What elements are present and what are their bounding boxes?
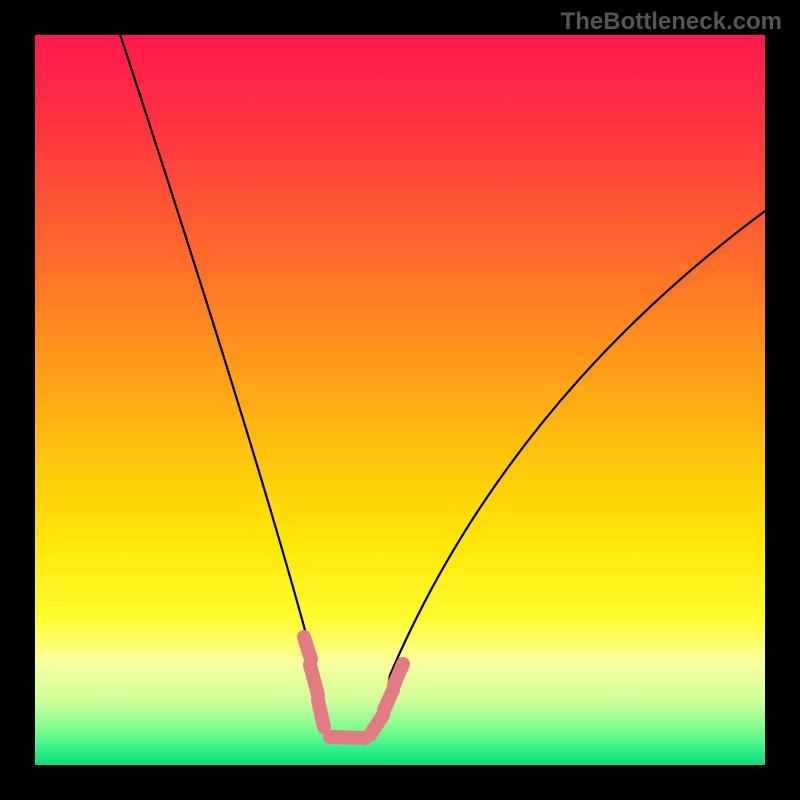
chart-plot-area — [35, 35, 765, 765]
highlight-segment — [370, 715, 383, 735]
highlight-segment — [318, 700, 324, 727]
highlight-segment — [394, 664, 403, 685]
watermark-text: TheBottleneck.com — [561, 8, 782, 36]
highlight-segment — [304, 637, 311, 659]
bottleneck-curve — [117, 35, 765, 740]
highlight-segment — [384, 690, 393, 710]
highlight-segment — [310, 665, 318, 695]
highlight-segment — [330, 737, 365, 738]
highlight-segments — [304, 637, 403, 738]
curve-overlay — [35, 35, 765, 765]
